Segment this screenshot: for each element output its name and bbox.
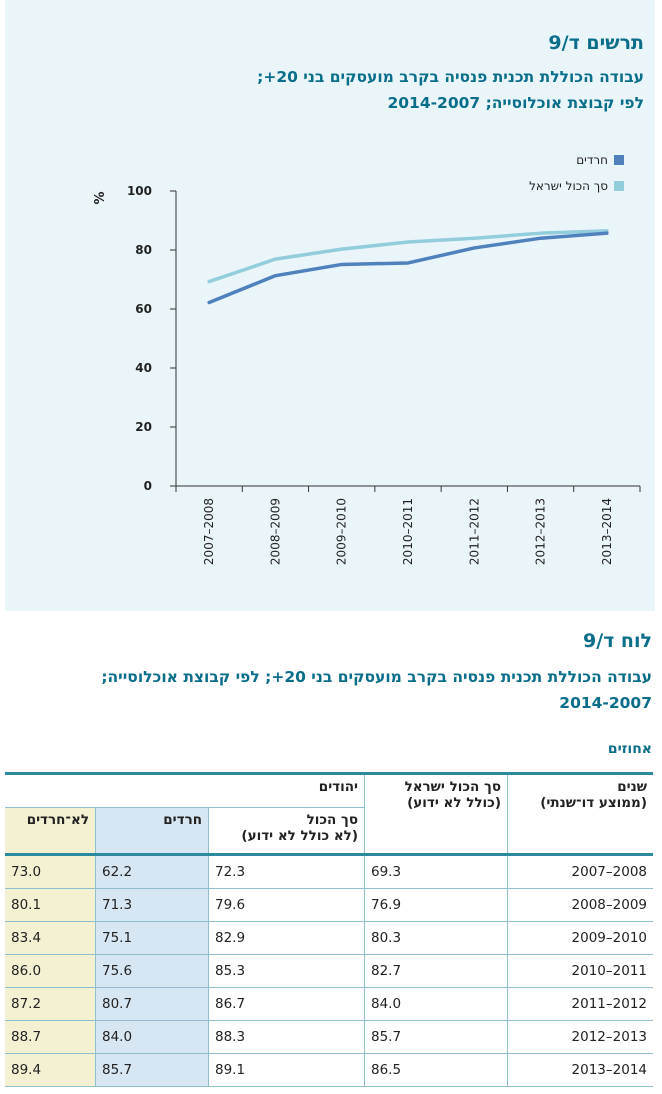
- cell-years: 2008–2007: [507, 854, 653, 889]
- cell-total: 80.3: [364, 921, 508, 955]
- cell-haredim: 62.2: [95, 854, 209, 889]
- cell-haredim: 80.7: [95, 987, 209, 1021]
- header-jews-total-line2: (לא כולל לא ידוע): [241, 828, 358, 844]
- y-tick-label: 80: [135, 243, 152, 257]
- table-row: 2014–2013 86.5 89.1 85.7 89.4: [5, 1053, 653, 1087]
- cell-jews-total: 88.3: [208, 1020, 365, 1054]
- cell-jews-total: 82.9: [208, 921, 365, 955]
- cell-non-haredim: 89.4: [5, 1053, 96, 1087]
- x-tick-label: 2009–2010: [335, 498, 349, 565]
- y-tick-label: 60: [135, 302, 152, 316]
- header-jews-total-line1: סך הכול: [306, 812, 358, 828]
- legend-item-haredim: חרדים: [576, 153, 624, 167]
- figure-label: תרשים ד/9: [548, 32, 644, 54]
- x-tick-label: 2010–2011: [401, 498, 415, 565]
- cell-haredim: 75.1: [95, 921, 209, 955]
- series-line-total: [207, 229, 609, 284]
- legend-swatch-total: [614, 181, 624, 191]
- header-row-2: סך הכול (לא כולל לא ידוע) חרדים לא־חרדים: [5, 807, 653, 856]
- table-body: 2008–2007 69.3 72.3 62.2 73.0 2009–2008 76.9 79…: [5, 854, 653, 1087]
- table-row: 2009–2008 76.9 79.6 71.3 80.1: [5, 888, 653, 922]
- cell-years: 2010–2009: [507, 921, 653, 955]
- x-tick-label: 2008–2009: [268, 498, 282, 565]
- cell-haredim: 75.6: [95, 954, 209, 988]
- cell-years: 2011–2010: [507, 954, 653, 988]
- header-years: שנים (ממוצע דו־שנתי): [507, 773, 653, 856]
- header-years-line2: (ממוצע דו־שנתי): [540, 795, 647, 811]
- cell-jews-total: 89.1: [208, 1053, 365, 1087]
- header-total-line2: (כולל לא ידוע): [407, 795, 501, 811]
- y-tick-label: 40: [135, 361, 152, 375]
- header-haredim: חרדים: [95, 807, 209, 856]
- table-row: 2012–2011 84.0 86.7 80.7 87.2: [5, 987, 653, 1021]
- cell-total: 82.7: [364, 954, 508, 988]
- x-tick-label: 2011–2012: [467, 498, 481, 565]
- cell-haredim: 85.7: [95, 1053, 209, 1087]
- legend-label-haredim: חרדים: [576, 153, 608, 167]
- cell-years: 2012–2011: [507, 987, 653, 1021]
- table-units: אחוזים: [607, 741, 652, 757]
- y-tick-label: 20: [135, 420, 152, 434]
- table-title: עבודה הכוללת תכנית פנסיה בקרב מועסקים בנ…: [101, 664, 652, 716]
- header-jews: יהודים: [5, 773, 365, 808]
- table-row: 2013–2012 85.7 88.3 84.0 88.7: [5, 1020, 653, 1054]
- figure-title-line2: לפי קבוצת אוכלוסייה; 2014-2007: [387, 94, 644, 112]
- header-jews-total: סך הכול (לא כולל לא ידוע): [208, 807, 365, 856]
- cell-non-haredim: 80.1: [5, 888, 96, 922]
- x-tick-label: 2007–2008: [202, 498, 216, 565]
- cell-jews-total: 79.6: [208, 888, 365, 922]
- cell-haredim: 84.0: [95, 1020, 209, 1054]
- line-chart: 0 20 40 60 80 100% 2007–2008 2008–2009 2009–2010…: [93, 184, 641, 565]
- cell-years: 2014–2013: [507, 1053, 653, 1087]
- cell-jews-total: 72.3: [208, 854, 365, 889]
- x-tick-label: 2013–2014: [600, 498, 614, 565]
- legend-label-total: סך הכול ישראל: [529, 179, 608, 193]
- table-title-line1: עבודה הכוללת תכנית פנסיה בקרב מועסקים בנ…: [101, 668, 652, 686]
- figure-title: עבודה הכוללת תכנית פנסיה בקרב מועסקים בנ…: [257, 64, 644, 116]
- legend-swatch-haredim: [614, 155, 624, 165]
- cell-non-haredim: 88.7: [5, 1020, 96, 1054]
- header-row-1: שנים (ממוצע דו־שנתי) סך הכול ישראל (כולל…: [5, 773, 653, 856]
- series-line-haredim: [207, 231, 609, 305]
- table-row: 2010–2009 80.3 82.9 75.1 83.4: [5, 921, 653, 955]
- cell-non-haredim: 86.0: [5, 954, 96, 988]
- chart-panel: [5, 0, 655, 611]
- cell-jews-total: 86.7: [208, 987, 365, 1021]
- cell-total: 84.0: [364, 987, 508, 1021]
- cell-total: 85.7: [364, 1020, 508, 1054]
- cell-total: 86.5: [364, 1053, 508, 1087]
- cell-years: 2009–2008: [507, 888, 653, 922]
- x-tick-label: 2012–2013: [534, 498, 548, 565]
- table-row: 2011–2010 82.7 85.3 75.6 86.0: [5, 954, 653, 988]
- header-total: סך הכול ישראל (כולל לא ידוע): [364, 773, 508, 856]
- cell-non-haredim: 73.0: [5, 854, 96, 889]
- y-tick-label: 100: [127, 184, 152, 198]
- figure-title-line1: עבודה הכוללת תכנית פנסיה בקרב מועסקים בנ…: [257, 68, 644, 86]
- table-title-line2: 2014-2007: [559, 694, 652, 712]
- cell-non-haredim: 87.2: [5, 987, 96, 1021]
- y-tick-label: 0: [144, 479, 152, 493]
- cell-haredim: 71.3: [95, 888, 209, 922]
- cell-non-haredim: 83.4: [5, 921, 96, 955]
- header-years-line1: שנים: [617, 779, 647, 795]
- cell-total: 69.3: [364, 854, 508, 889]
- cell-total: 76.9: [364, 888, 508, 922]
- legend-item-total: סך הכול ישראל: [529, 179, 624, 193]
- header-total-line1: סך הכול ישראל: [404, 779, 501, 795]
- table-row: 2008–2007 69.3 72.3 62.2 73.0: [5, 854, 653, 889]
- table-label: לוח ד/9: [582, 630, 652, 652]
- cell-years: 2013–2012: [507, 1020, 653, 1054]
- y-axis-label: %: [93, 191, 108, 204]
- header-non-haredim: לא־חרדים: [5, 807, 96, 856]
- cell-jews-total: 85.3: [208, 954, 365, 988]
- data-table: שנים (ממוצע דו־שנתי) סך הכול ישראל (כולל…: [5, 772, 653, 1087]
